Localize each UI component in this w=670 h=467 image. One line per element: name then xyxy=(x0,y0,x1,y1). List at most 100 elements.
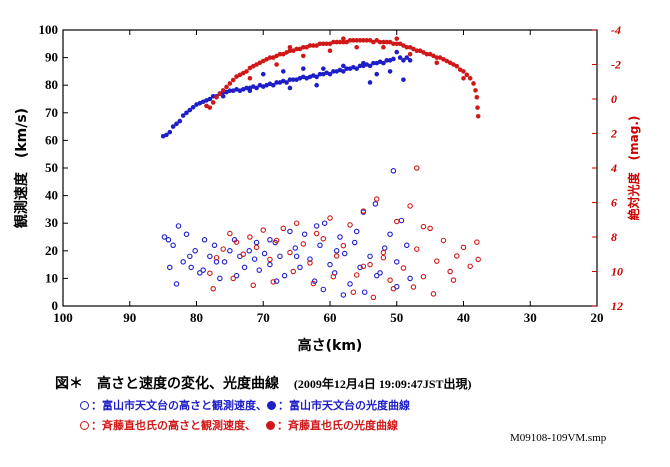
data-point-blue-filled xyxy=(367,63,373,69)
data-point-red-open xyxy=(447,268,453,275)
data-point-blue-open xyxy=(165,237,172,243)
caption-date: (2009年12月4日 19:09:47JST出現) xyxy=(293,377,472,391)
data-point-blue-filled xyxy=(361,60,366,66)
data-point-red-open xyxy=(310,280,317,287)
data-point-blue-open xyxy=(341,250,348,257)
data-point-blue-open xyxy=(192,248,198,254)
data-point-red-filled xyxy=(361,38,366,43)
data-point-red-filled xyxy=(364,38,370,43)
data-point-red-open xyxy=(270,279,277,285)
data-point-red-filled xyxy=(341,36,346,41)
data-point-red-filled xyxy=(247,76,253,81)
data-point-blue-open xyxy=(347,281,353,287)
y2-tick-label: 12 xyxy=(611,299,623,313)
data-point-blue-filled xyxy=(331,69,336,74)
data-point-red-open xyxy=(347,222,353,228)
data-point-blue-open xyxy=(273,278,280,284)
data-point-red-filled xyxy=(434,60,440,66)
data-point-blue-open xyxy=(351,239,358,246)
data-point-red-filled xyxy=(454,63,460,69)
data-point-blue-filled xyxy=(284,80,289,85)
data-point-blue-filled xyxy=(227,88,233,94)
data-point-blue-filled xyxy=(287,77,293,82)
data-point-red-open xyxy=(360,208,367,214)
data-point-blue-filled xyxy=(404,55,410,60)
data-point-blue-open xyxy=(173,281,180,287)
data-point-red-filled xyxy=(224,84,229,90)
data-point-blue-filled xyxy=(374,71,380,77)
data-point-blue-filled xyxy=(387,69,393,74)
data-point-red-open xyxy=(340,242,347,249)
data-point-red-open xyxy=(353,272,360,278)
y-tick-label: 10 xyxy=(45,270,58,285)
data-point-red-filled xyxy=(473,88,478,93)
data-point-blue-open xyxy=(261,250,268,257)
data-point-blue-open xyxy=(180,259,186,265)
data-point-red-filled xyxy=(474,94,480,100)
data-point-blue-filled xyxy=(220,93,226,99)
y2-tick-label: 6 xyxy=(611,196,617,210)
data-point-red-filled xyxy=(337,39,343,45)
data-point-red-filled xyxy=(214,94,219,100)
data-point-red-filled xyxy=(354,38,360,43)
data-point-red-filled xyxy=(384,39,390,45)
data-point-blue-open xyxy=(361,289,368,295)
data-point-blue-filled xyxy=(190,104,196,110)
data-point-blue-filled xyxy=(321,66,326,71)
open-circle-icon xyxy=(80,401,89,410)
data-point-red-filled xyxy=(394,36,400,41)
y-tick-label: 30 xyxy=(45,215,58,230)
data-point-blue-filled xyxy=(187,107,193,113)
data-point-red-open xyxy=(380,254,387,261)
data-point-blue-open xyxy=(321,220,328,226)
y-tick-label: 70 xyxy=(45,105,58,120)
y-tick-label: 0 xyxy=(52,298,59,313)
data-point-red-open xyxy=(280,225,287,232)
data-point-blue-open xyxy=(267,261,273,268)
data-point-red-open xyxy=(293,220,300,226)
data-point-blue-open xyxy=(197,270,203,276)
data-point-red-open xyxy=(300,241,307,247)
data-point-blue-filled xyxy=(270,82,276,88)
y2-tick-label: 2 xyxy=(610,127,617,141)
data-point-red-open xyxy=(327,215,333,221)
data-point-red-filled xyxy=(311,43,316,48)
x-tick-label: 80 xyxy=(190,310,203,325)
x-tick-label: 50 xyxy=(390,310,403,325)
data-point-red-filled xyxy=(274,62,279,67)
source-filename: M09108-109VM.smp xyxy=(510,432,607,444)
data-point-red-open xyxy=(287,249,293,256)
data-point-blue-open xyxy=(256,267,262,273)
data-point-blue-open xyxy=(357,264,363,271)
data-point-red-open xyxy=(313,230,320,237)
data-point-blue-filled xyxy=(184,110,189,116)
data-point-red-open xyxy=(427,225,433,232)
data-point-red-filled xyxy=(357,38,363,43)
data-point-blue-open xyxy=(253,239,260,246)
data-point-red-open xyxy=(387,277,393,283)
data-point-blue-filled xyxy=(254,85,259,91)
data-point-blue-filled xyxy=(354,66,360,71)
data-point-red-open xyxy=(333,253,340,259)
data-point-blue-filled xyxy=(357,63,363,69)
data-point-red-open xyxy=(260,227,266,233)
data-point-red-open xyxy=(247,234,253,240)
data-point-red-filled xyxy=(327,48,333,53)
data-point-red-filled xyxy=(331,39,336,45)
x-tick-label: 40 xyxy=(457,310,470,325)
x-tick-label: 100 xyxy=(53,310,73,325)
data-point-red-open xyxy=(440,237,447,244)
data-point-red-filled xyxy=(461,76,466,81)
data-point-blue-open xyxy=(301,231,308,237)
data-point-blue-filled xyxy=(371,60,376,66)
y-tick-label: 80 xyxy=(45,77,58,92)
data-point-blue-open xyxy=(293,253,300,260)
data-point-red-open xyxy=(320,235,327,242)
data-point-blue-filled xyxy=(394,49,400,55)
data-point-red-filled xyxy=(391,41,396,47)
y-tick-label: 50 xyxy=(45,160,58,175)
data-point-blue-filled xyxy=(244,85,249,91)
data-point-red-open xyxy=(253,244,260,251)
data-point-blue-open xyxy=(327,261,333,268)
data-point-blue-open xyxy=(277,253,283,260)
